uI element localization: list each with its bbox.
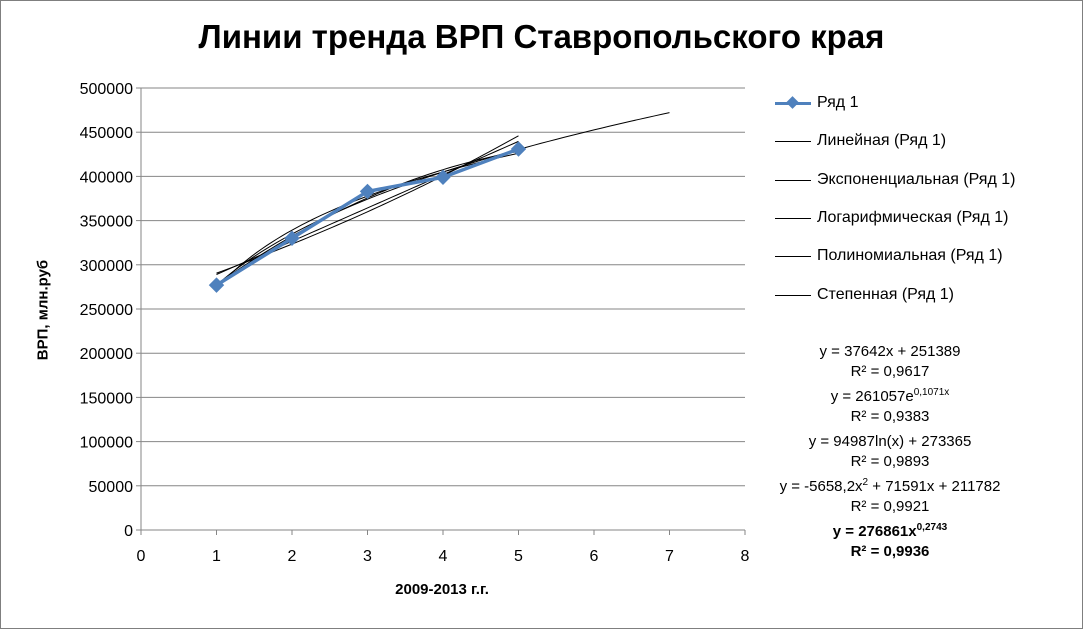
y-tick-label: 450000 [80,125,133,142]
data-point [359,183,376,200]
legend-marker-line [775,288,811,302]
y-tick-label: 300000 [80,258,133,275]
data-point [208,277,225,293]
x-tick-label: 5 [514,548,523,565]
y-tick-label: 500000 [80,81,133,98]
y-tick-label: 250000 [80,302,133,319]
x-tick-label: 3 [363,548,372,565]
r2-text: R² = 0,9617 [850,362,930,380]
x-tick-label: 8 [741,548,750,565]
y-tick-label: 100000 [80,435,133,452]
x-tick-label: 4 [439,548,448,565]
equation-text: y = 276861x0,2743 [832,522,948,541]
legend-label: Экспоненциальная (Ряд 1) [817,170,1016,188]
data-point [510,141,527,157]
r2-text: R² = 0,9936 [850,542,930,560]
equation-linear: y = 37642x + 251389 R² = 0,9617 [770,342,1010,381]
legend-marker-line [775,211,811,225]
equation-text: y = 94987ln(x) + 273365 [808,433,972,450]
equation-exponential: y = 261057e0,1071x R² = 0,9383 [770,387,1010,426]
y-tick-label: 400000 [80,169,133,186]
legend-marker-line [775,249,811,263]
legend-label: Линейная (Ряд 1) [817,132,947,150]
x-tick-label: 6 [590,548,599,565]
r2-text: R² = 0,9921 [850,497,930,515]
trendline-exponential [216,135,519,274]
x-tick-label: 1 [212,548,221,565]
legend: Ряд 1 Линейная (Ряд 1) Экспоненциальная … [775,84,1075,314]
x-tick-label: 7 [665,548,674,565]
r2-text: R² = 0,9893 [850,452,930,470]
equation-polynomial: y = -5658,2x2 + 71591x + 211782 R² = 0,9… [770,477,1010,516]
trendline-power [216,112,670,286]
x-tick-label: 0 [137,548,146,565]
legend-label: Логарифмическая (Ряд 1) [817,209,1009,227]
equation-text: y = 261057e0,1071x [830,387,950,406]
trendline-equations: y = 37642x + 251389 R² = 0,9617 y = 2610… [770,342,1010,567]
gridlines [141,87,745,487]
r2-text: R² = 0,9383 [850,407,930,425]
legend-label: Степенная (Ряд 1) [817,285,954,303]
legend-label: Ряд 1 [817,94,859,112]
legend-item-series: Ряд 1 [775,84,1075,122]
legend-item-linear: Линейная (Ряд 1) [775,122,1075,160]
y-tick-label: 0 [124,523,133,540]
legend-item-logarithmic: Логарифмическая (Ряд 1) [775,199,1075,237]
legend-label: Полиномиальная (Ряд 1) [817,247,1003,265]
data-point [284,230,300,246]
equation-logarithmic: y = 94987ln(x) + 273365 R² = 0,9893 [770,432,1010,471]
axes [136,87,746,535]
equation-text: y = 37642x + 251389 [819,343,961,360]
legend-marker-line [775,173,811,187]
chart-title: Линии тренда ВРП Ставропольского края [198,18,885,55]
x-axis-label: 2009-2013 г.г. [395,581,489,598]
legend-item-power: Степенная (Ряд 1) [775,275,1075,313]
legend-marker-series [775,96,811,110]
y-tick-label: 150000 [80,390,133,407]
data-series [208,141,527,293]
y-tick-labels: 0 50000 100000 150000 200000 250000 300000 3500… [80,81,133,540]
legend-item-exponential: Экспоненциальная (Ряд 1) [775,161,1075,199]
trendlines [216,112,670,289]
x-tick-label: 2 [288,548,297,565]
equation-power: y = 276861x0,2743 R² = 0,9936 [770,522,1010,561]
x-tick-labels: 0 1 2 3 4 5 6 7 8 [137,548,750,565]
legend-item-polynomial: Полиномиальная (Ряд 1) [775,237,1075,275]
data-point [435,169,451,185]
equation-text: y = -5658,2x2 + 71591x + 211782 [779,477,1001,496]
y-tick-label: 200000 [80,346,133,363]
y-tick-label: 50000 [89,479,134,496]
y-tick-label: 350000 [80,214,133,231]
legend-marker-line [775,134,811,148]
